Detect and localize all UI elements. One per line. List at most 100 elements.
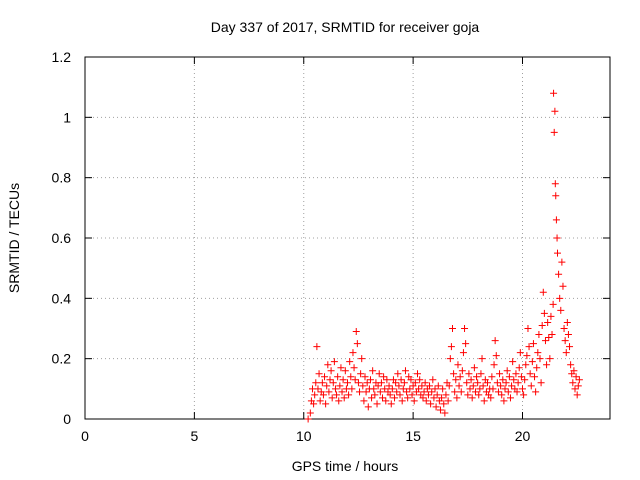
data-point [458,367,466,375]
data-point [394,370,402,378]
data-point [403,388,411,396]
data-point [310,400,318,408]
data-point [550,128,558,136]
data-point [501,385,509,393]
data-point [573,391,581,399]
data-point [396,391,404,399]
grid-lines [85,57,610,419]
data-point [379,394,386,402]
data-point [327,367,335,375]
data-point [364,403,372,411]
data-point [488,373,496,381]
data-point [336,382,344,390]
data-point [420,388,428,396]
data-point [535,331,543,339]
data-point [414,370,421,378]
data-point [347,373,355,381]
y-tick-labels: 0 0.2 0.4 0.6 0.8 1 1.2 [52,49,72,427]
data-point [432,403,440,411]
data-point [416,376,424,384]
data-point [374,382,382,390]
data-point [521,376,529,384]
data-point [475,391,483,399]
data-point [410,397,418,405]
data-point [426,382,434,390]
data-point [492,352,500,360]
data-point [316,397,324,405]
x-tick-label: 0 [81,428,89,444]
data-point [510,376,518,384]
data-point [401,367,409,375]
data-point [421,379,429,387]
data-point [473,373,481,381]
data-point [366,376,374,384]
x-tick-label: 15 [405,428,421,444]
data-point [566,343,574,351]
data-point [442,391,450,399]
data-point [447,343,455,351]
data-point [498,391,506,399]
data-point [480,397,488,405]
data-point [499,376,507,384]
data-point [357,370,365,378]
data-point [494,388,502,396]
data-point [431,385,439,393]
data-point [377,379,385,387]
data-point [572,373,580,381]
data-point [439,385,447,393]
data-point [348,385,356,393]
data-point [508,382,516,390]
data-point [434,382,442,390]
data-point [315,370,323,378]
data-point [527,382,535,390]
data-point [383,376,391,384]
data-point [304,415,312,423]
data-point [393,388,401,396]
data-point [395,382,403,390]
data-point [397,376,405,384]
data-point [451,388,459,396]
data-point [386,391,394,399]
y-tick-label: 0.4 [52,290,72,306]
data-point [519,385,526,393]
data-point [523,352,531,360]
data-point [329,379,337,387]
x-tick-label: 10 [296,428,312,444]
data-point [550,89,558,97]
data-point [567,361,575,369]
data-point [450,370,458,378]
data-point [516,349,524,357]
data-point [313,343,321,351]
data-point [350,364,358,372]
data-point [547,312,555,320]
data-point [406,385,414,393]
data-point [358,355,366,363]
data-point [427,400,435,408]
data-point [445,382,453,390]
data-point [490,361,498,369]
data-point [531,373,539,381]
data-point [484,379,491,387]
data-point [493,379,501,387]
data-point [324,361,332,369]
data-point [513,388,521,396]
y-tick-label: 1 [63,109,71,125]
data-point [454,361,462,369]
data-point [430,394,438,402]
data-point [419,394,427,402]
data-point [411,379,419,387]
x-axis-label: GPS time / hours [292,458,399,474]
data-point [339,376,347,384]
data-point [540,309,548,317]
data-point [322,400,330,408]
data-point [558,258,566,266]
data-point [570,367,578,375]
chart-title: Day 337 of 2017, SRMTID for receiver goj… [211,19,480,35]
data-point [333,391,341,399]
data-point [311,391,319,399]
data-point [471,388,479,396]
data-point [382,397,390,405]
data-point [334,373,342,381]
data-point [330,358,338,366]
data-point [532,388,540,396]
